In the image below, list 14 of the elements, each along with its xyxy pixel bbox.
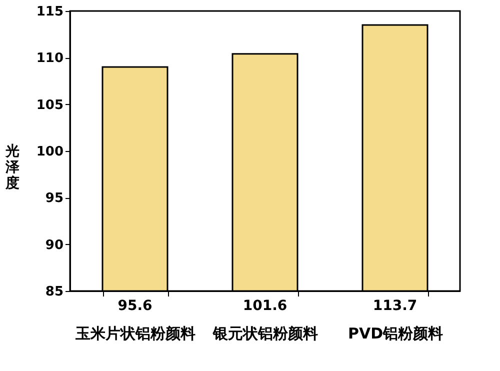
x-tick-label: 银元状铝粉颜料 [212, 324, 318, 342]
y-tick-label: 110 [36, 51, 64, 66]
text: 95.6 [118, 298, 152, 314]
y-axis-title: 光泽度 [4, 144, 20, 192]
y-tick-label: 105 [36, 98, 64, 113]
y-tick-label: 115 [36, 4, 64, 20]
y-tick-label: 90 [45, 238, 64, 253]
x-tick-label: 玉米片状铝粉颜料 [74, 324, 196, 342]
text: 101.6 [242, 298, 288, 314]
y-tick-label: 95 [45, 191, 64, 206]
y-tick-label: 100 [36, 144, 64, 160]
text: 113.7 [372, 298, 418, 314]
x-tick-label: PVD铝粉颜料 [348, 324, 444, 342]
y-tick-label: 85 [45, 284, 64, 300]
